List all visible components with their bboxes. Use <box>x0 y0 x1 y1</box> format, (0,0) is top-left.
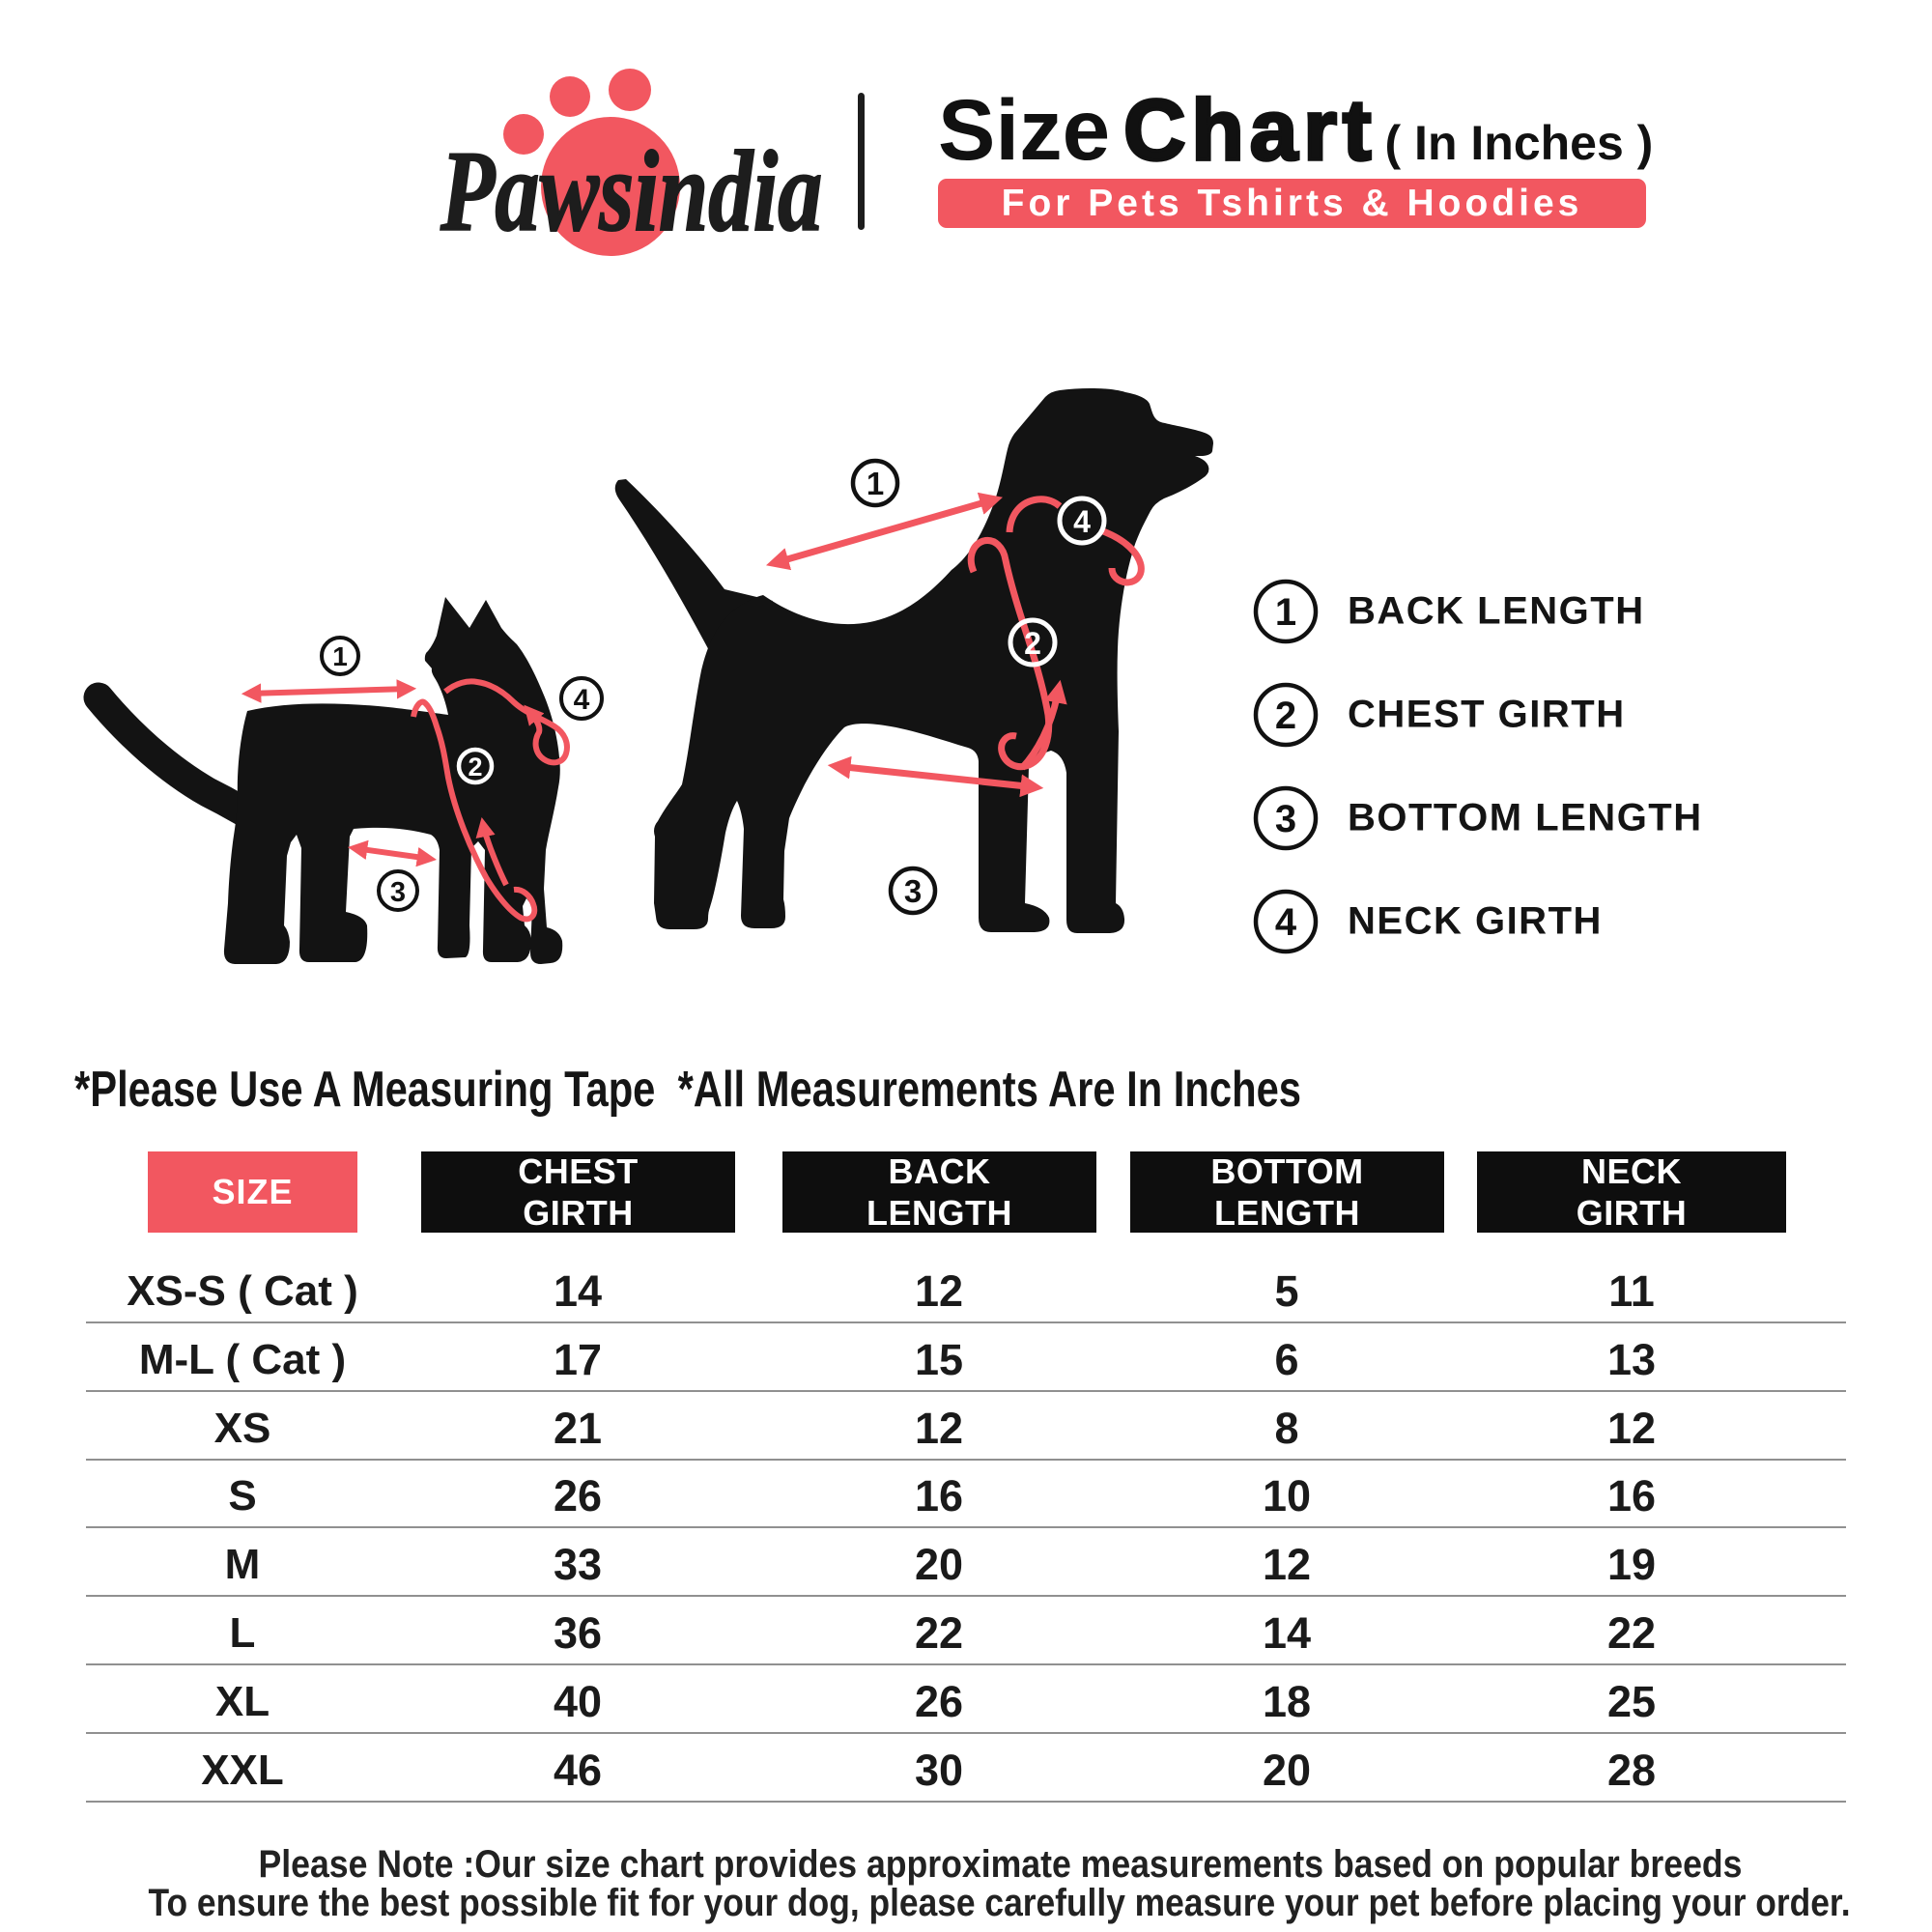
svg-text:4: 4 <box>1275 901 1297 944</box>
svg-text:2: 2 <box>1275 695 1296 737</box>
svg-text:1: 1 <box>867 466 884 501</box>
svg-text:2: 2 <box>468 753 482 781</box>
svg-text:3: 3 <box>904 873 922 909</box>
svg-text:3: 3 <box>390 877 406 908</box>
svg-text:4: 4 <box>1073 504 1091 539</box>
svg-text:4: 4 <box>574 684 590 716</box>
svg-text:1: 1 <box>1275 591 1296 634</box>
svg-text:1: 1 <box>332 641 348 671</box>
svg-text:3: 3 <box>1275 798 1296 840</box>
svg-text:Pawsindia: Pawsindia <box>440 128 822 256</box>
svg-text:2: 2 <box>1024 626 1041 661</box>
